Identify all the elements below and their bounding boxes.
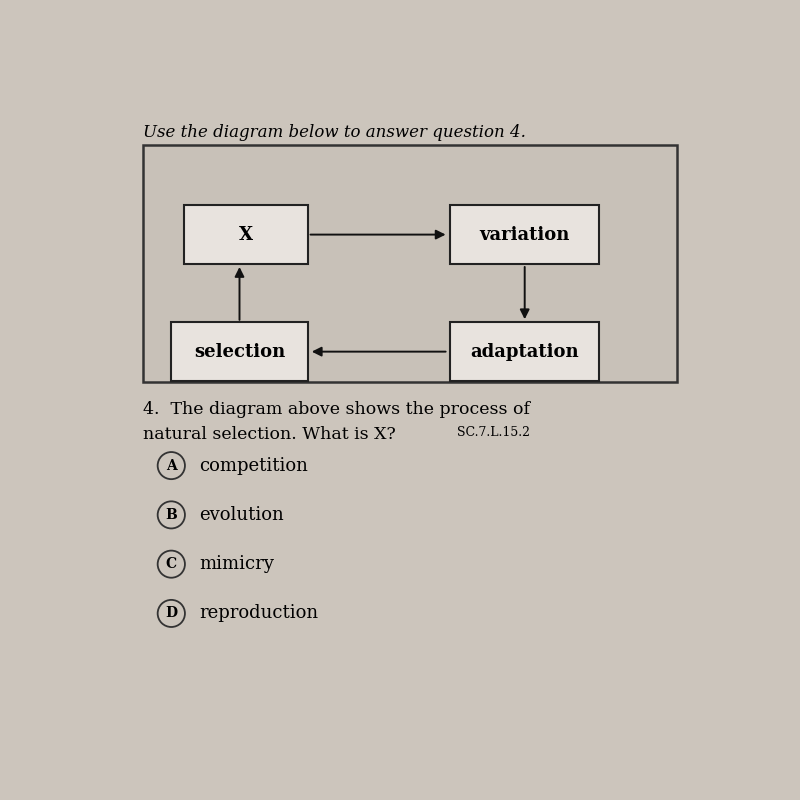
- Text: 4.  The diagram above shows the process of: 4. The diagram above shows the process o…: [143, 401, 530, 418]
- Text: reproduction: reproduction: [199, 605, 318, 622]
- Bar: [450, 206, 599, 264]
- Text: selection: selection: [194, 342, 285, 361]
- Text: competition: competition: [199, 457, 308, 474]
- Text: adaptation: adaptation: [470, 342, 579, 361]
- Text: Use the diagram below to answer question 4.: Use the diagram below to answer question…: [143, 124, 526, 141]
- Text: D: D: [166, 606, 178, 621]
- Bar: [450, 322, 599, 381]
- Text: X: X: [238, 226, 253, 243]
- Bar: [171, 322, 308, 381]
- Text: A: A: [166, 458, 177, 473]
- Bar: [184, 206, 308, 264]
- Text: natural selection. What is X?: natural selection. What is X?: [143, 426, 396, 442]
- Bar: [143, 146, 677, 382]
- Text: variation: variation: [479, 226, 570, 243]
- Text: mimicry: mimicry: [199, 555, 274, 573]
- Text: B: B: [166, 508, 177, 522]
- Text: C: C: [166, 557, 177, 571]
- Text: SC.7.L.15.2: SC.7.L.15.2: [457, 426, 530, 438]
- Text: evolution: evolution: [199, 506, 284, 524]
